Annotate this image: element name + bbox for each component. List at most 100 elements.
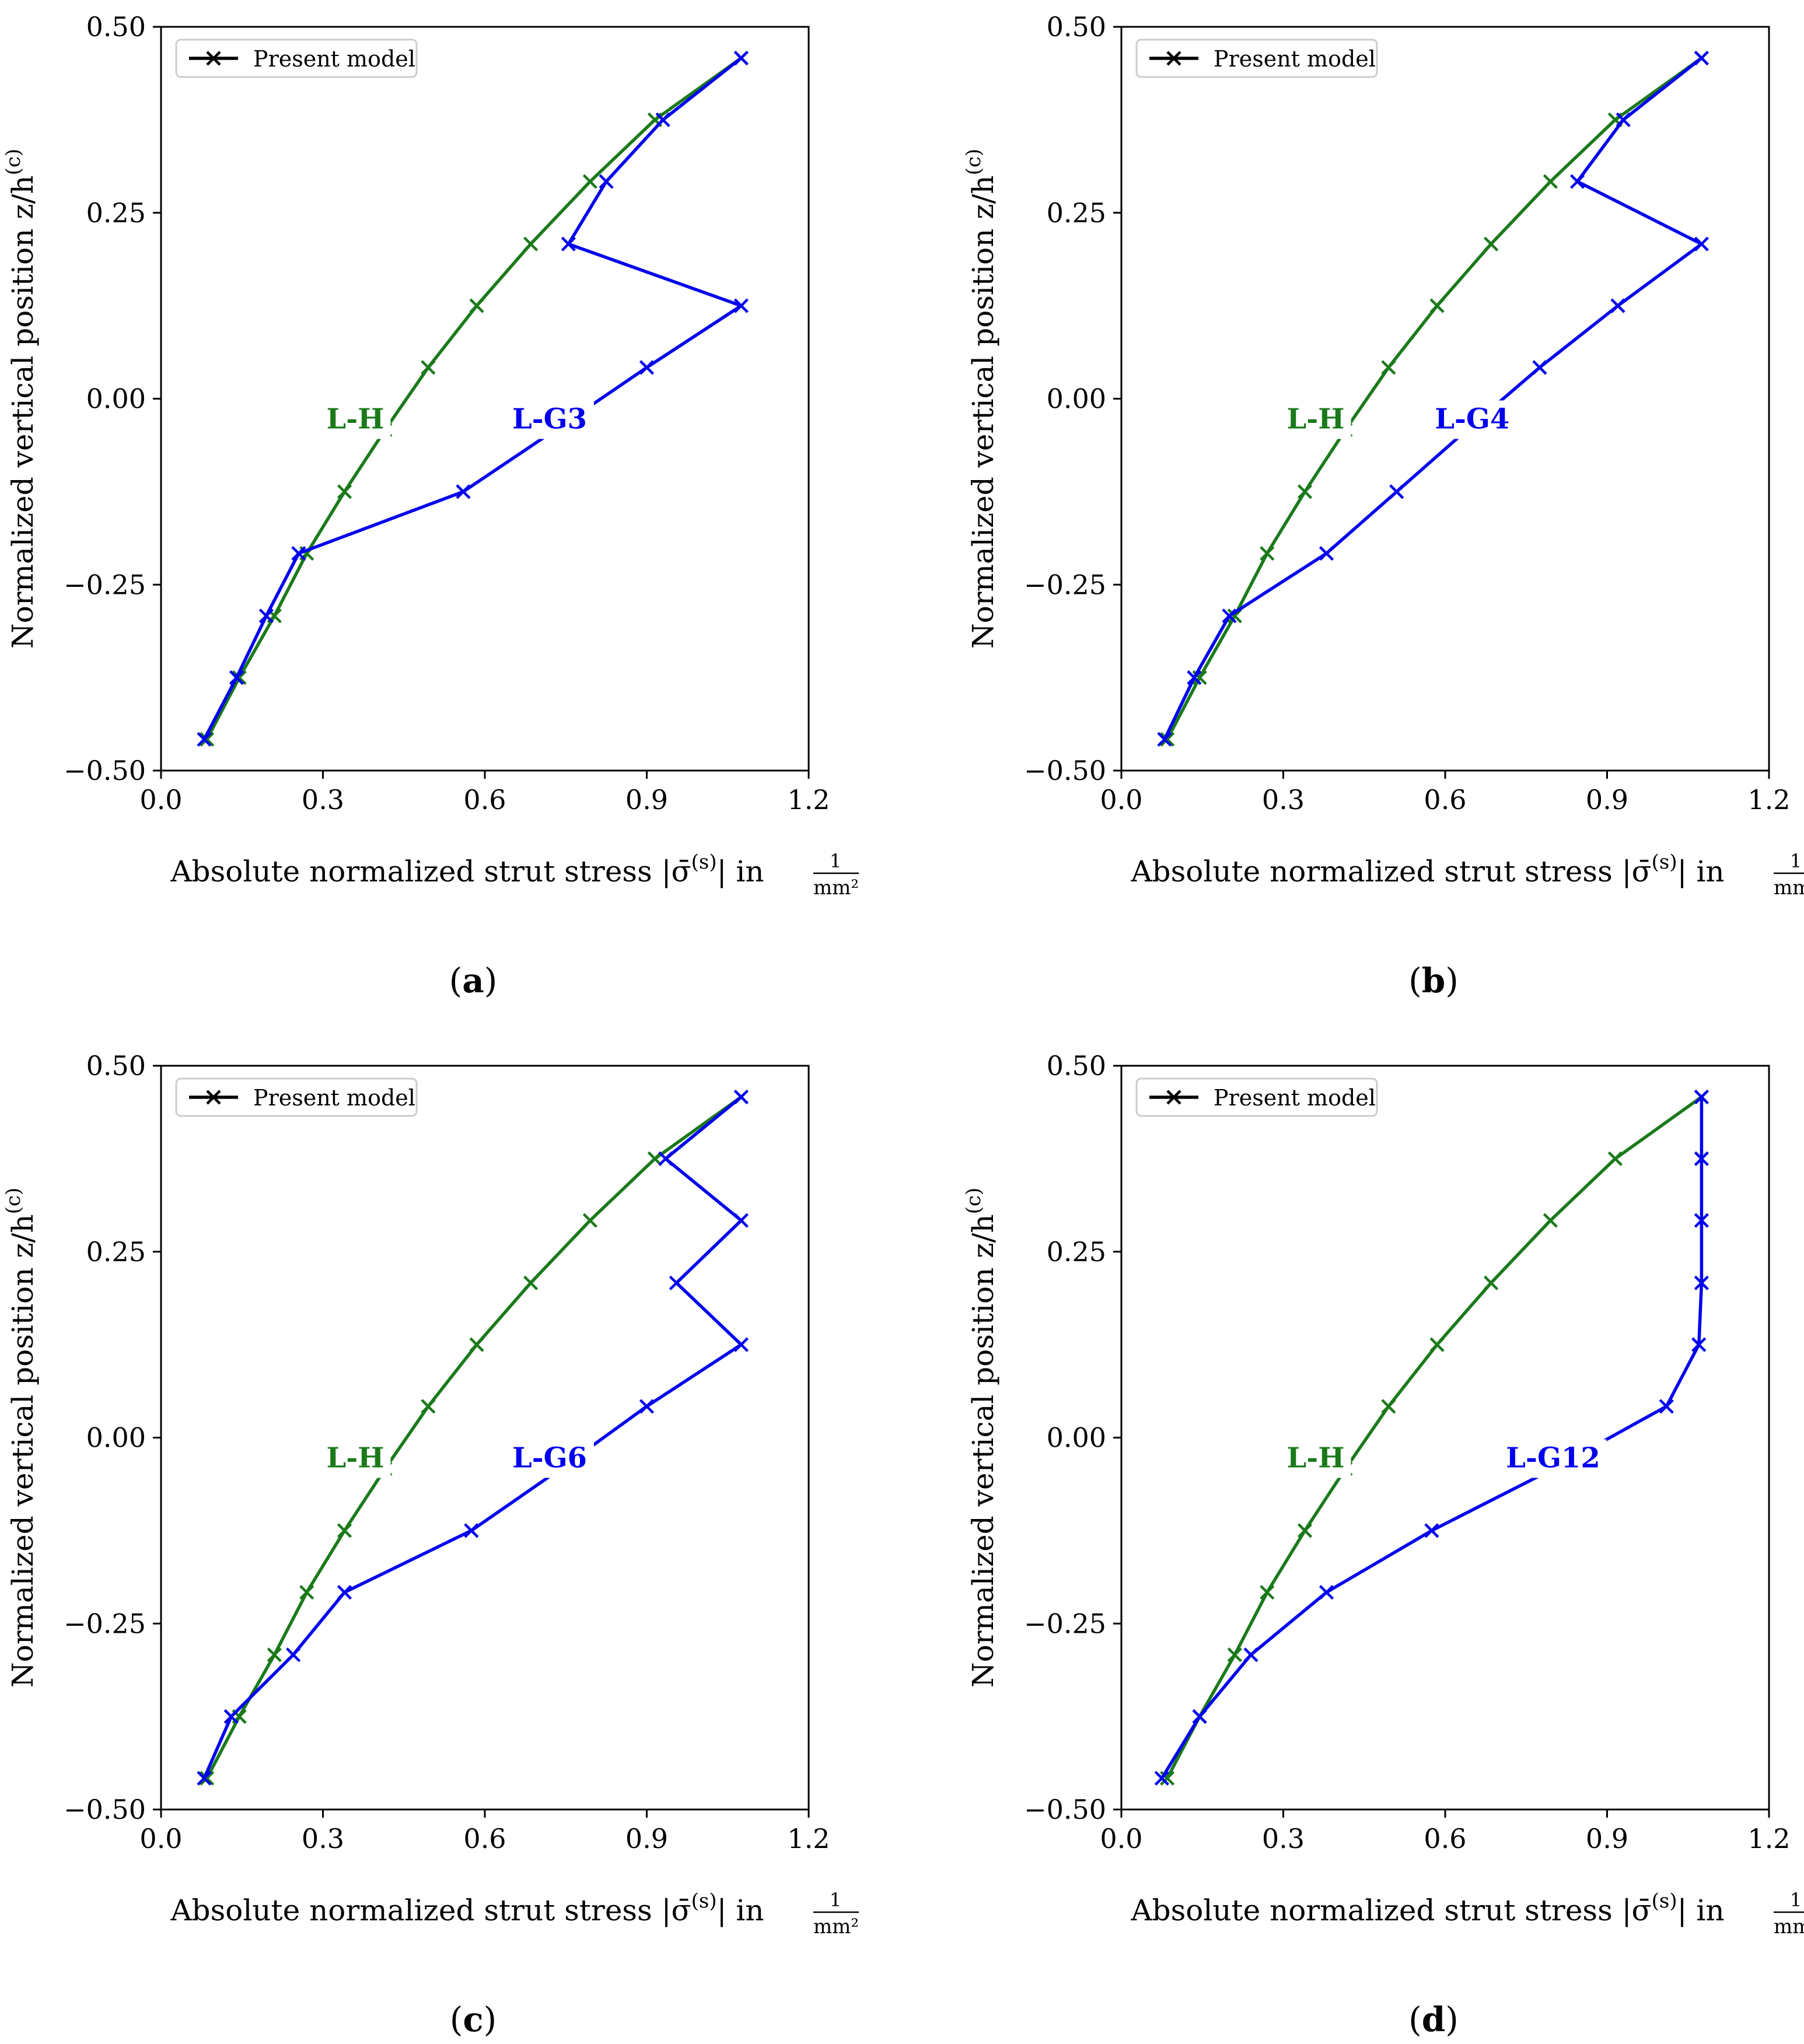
series-line-l-h — [1166, 57, 1703, 740]
y-axis-label-sup: (c) — [962, 149, 985, 176]
data-point — [1160, 732, 1175, 747]
data-point — [469, 1337, 484, 1352]
x-tick-label: 0.6 — [1424, 784, 1466, 816]
data-point — [639, 1399, 655, 1414]
data-point — [1543, 1213, 1558, 1228]
y-tick-label: 0.25 — [1047, 1236, 1106, 1268]
data-point — [197, 732, 212, 747]
legend-marker — [1166, 1090, 1181, 1105]
series-label-l-h: L-H — [1286, 1442, 1344, 1475]
data-point — [1484, 1275, 1499, 1290]
y-axis-label-main: Normalized vertical position z/h — [966, 1214, 1000, 1688]
data-point — [733, 1337, 749, 1352]
legend-box — [175, 1077, 418, 1117]
data-point — [1570, 174, 1585, 189]
x-tick-label: 0.6 — [1424, 1823, 1466, 1854]
data-point — [469, 298, 484, 313]
data-point — [639, 360, 655, 375]
data-point — [1297, 1523, 1313, 1538]
y-axis-label: Normalized vertical position z/h(c) — [2, 149, 40, 649]
data-point — [464, 1523, 479, 1538]
data-point — [655, 112, 670, 127]
x-axis-label-sup: (s) — [691, 1889, 717, 1913]
series-l-g6 — [197, 1089, 749, 1786]
data-point — [1691, 1337, 1707, 1352]
legend: Present model — [1135, 38, 1378, 78]
y-tick-label: 0.50 — [86, 11, 146, 43]
series-label-l-g6: L-G6 — [512, 1442, 587, 1475]
y-axis-label-main: Normalized vertical position z/h — [6, 1214, 40, 1688]
chart-panel-b: 0.0 0.3 0.6 0.9 1.2 −0.50 −0.25 0.00 0.25 0.50 Abs… — [962, 11, 1804, 1000]
x-axis-unit-numerator: 1 — [830, 850, 841, 872]
data-point — [733, 1089, 749, 1105]
data-point — [197, 1770, 212, 1786]
x-tick-label: 0.0 — [1100, 784, 1142, 816]
y-tick-label: 0.50 — [1047, 1050, 1106, 1082]
y-axis-label-main: Normalized vertical position z/h — [6, 175, 40, 649]
x-axis-unit-numerator: 1 — [1790, 850, 1802, 872]
legend: Present model — [175, 38, 418, 78]
x-tick-label: 0.9 — [1586, 784, 1628, 816]
data-point — [1381, 1399, 1396, 1414]
data-point — [299, 1585, 314, 1600]
legend-marker — [206, 1090, 221, 1105]
x-tick-label: 1.2 — [1747, 1823, 1790, 1854]
data-point — [421, 1399, 436, 1414]
data-point — [337, 1523, 352, 1538]
data-point — [1694, 1089, 1709, 1105]
x-axis-unit-denominator: mm² — [1774, 876, 1804, 900]
y-tick-label: −0.50 — [64, 755, 146, 786]
legend-box — [1135, 38, 1378, 78]
y-tick-label: 0.25 — [1047, 197, 1106, 229]
x-tick-label: 0.6 — [463, 784, 506, 816]
series-label-l-h: L-H — [1286, 403, 1344, 436]
x-tick-label: 1.2 — [1747, 784, 1790, 816]
y-tick-label: −0.25 — [1024, 1608, 1106, 1639]
series-line-l-h — [205, 57, 743, 740]
y-tick-label: 0.00 — [1047, 383, 1106, 415]
series-label-bg — [505, 400, 594, 439]
data-point — [599, 174, 614, 189]
data-point — [1610, 298, 1625, 313]
series-label-l-h: L-H — [326, 403, 384, 436]
series-label-l-g4: L-G4 — [1435, 403, 1509, 436]
data-point — [582, 174, 597, 189]
y-axis-label: Normalized vertical position z/h(c) — [962, 1188, 1000, 1688]
y-axis-label-main: Normalized vertical position z/h — [966, 175, 1000, 649]
y-tick-label: −0.50 — [64, 1794, 146, 1825]
x-axis-label-main: Absolute normalized strut stress |σ̄ — [1130, 855, 1651, 888]
data-point — [658, 1151, 673, 1166]
panel-caption: (a) — [449, 961, 498, 1000]
data-point — [200, 1770, 215, 1786]
y-tick-label: 0.25 — [86, 1236, 146, 1268]
data-point — [1484, 236, 1499, 251]
data-point — [267, 1647, 282, 1662]
data-point — [229, 670, 244, 685]
series-line-l-g4 — [1163, 57, 1704, 740]
x-tick-label: 0.0 — [1100, 1823, 1142, 1854]
x-tick-label: 0.3 — [1262, 1823, 1305, 1854]
legend-label: Present model — [253, 1085, 415, 1111]
y-tick-label: 0.25 — [86, 197, 146, 229]
data-point — [1297, 484, 1313, 499]
y-tick-label: −0.50 — [1024, 755, 1106, 786]
x-axis-label: Absolute normalized strut stress |σ̄(s)|… — [1130, 850, 1724, 888]
x-tick-label: 0.6 — [463, 1823, 506, 1854]
data-point — [1694, 50, 1709, 66]
data-point — [523, 1275, 539, 1290]
series-line-l-g6 — [202, 1096, 743, 1779]
data-point — [1381, 360, 1396, 375]
series-label-bg — [320, 400, 391, 439]
series-label-bg — [1499, 1439, 1607, 1478]
data-point — [1532, 360, 1547, 375]
data-point — [523, 236, 539, 251]
data-point — [421, 360, 436, 375]
chart-panel-a: 0.0 0.3 0.6 0.9 1.2 −0.50 −0.25 0.00 0.25 0.50 Abs… — [2, 11, 859, 1000]
x-axis-label-suffix: | in — [717, 855, 764, 888]
data-point — [733, 50, 749, 66]
x-tick-label: 0.9 — [625, 784, 668, 816]
y-axis-label: Normalized vertical position z/h(c) — [2, 1188, 40, 1688]
plot-frame — [1120, 1065, 1770, 1811]
x-tick-label: 0.3 — [1262, 784, 1305, 816]
